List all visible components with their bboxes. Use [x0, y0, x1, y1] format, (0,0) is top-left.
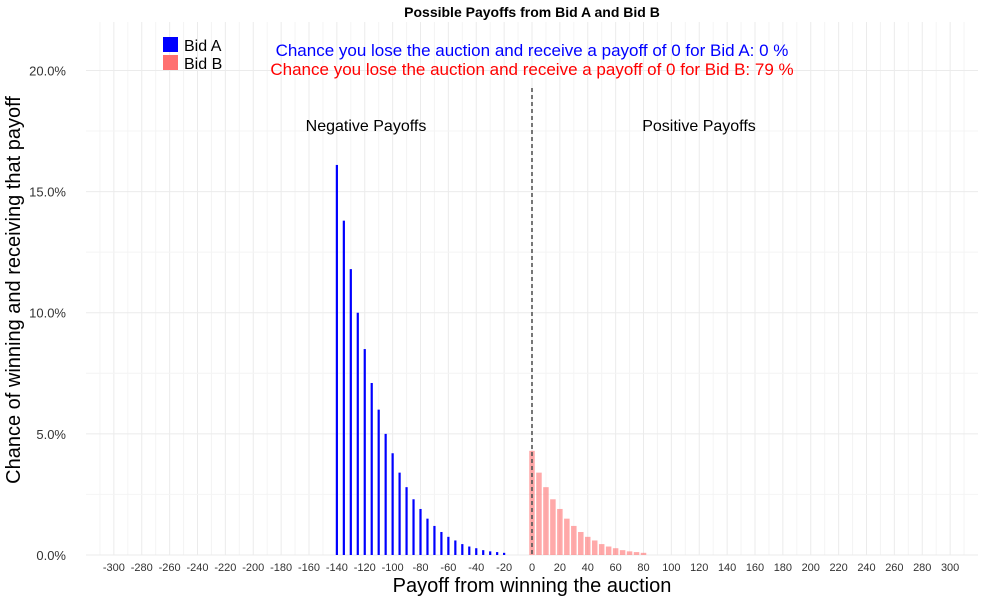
x-tick-label: 60: [610, 562, 622, 574]
bar-bid-a: [349, 269, 352, 555]
x-tick-label: -40: [468, 562, 484, 574]
x-tick-label: 40: [582, 562, 594, 574]
bar-bid-a: [489, 551, 492, 555]
x-tick-label: 200: [802, 562, 820, 574]
bar-bid-b: [550, 499, 556, 555]
bar-bid-a: [398, 472, 401, 555]
bar-bid-b: [543, 487, 549, 555]
grid: [86, 22, 978, 556]
bar-bid-a: [335, 164, 338, 555]
bar-bid-a: [468, 546, 471, 555]
y-axis-title: Chance of winning and receiving that pay…: [3, 96, 25, 484]
legend-swatch-bid-b: [163, 55, 178, 70]
y-tick-label: 10.0%: [29, 306, 66, 321]
x-tick-label: 80: [637, 562, 649, 574]
bar-bid-a: [377, 409, 380, 555]
x-tick-label: -200: [242, 562, 264, 574]
bar-bid-b: [605, 546, 612, 555]
bar-bid-a: [391, 453, 394, 555]
x-tick-label: 180: [774, 562, 792, 574]
bar-bid-b: [612, 548, 619, 555]
bar-bid-a: [433, 525, 436, 555]
bar-bid-b: [633, 552, 640, 555]
x-tick-label: 140: [718, 562, 736, 574]
x-tick-label: 120: [690, 562, 708, 574]
bar-bid-a: [356, 312, 359, 555]
bar-bid-a: [475, 548, 478, 555]
bar-bid-b: [578, 531, 584, 555]
x-tick-label: -80: [413, 562, 429, 574]
bars: [335, 164, 647, 555]
annotation-lose-bid-a: Chance you lose the auction and receive …: [276, 41, 789, 60]
bar-bid-a: [440, 531, 443, 555]
x-tick-label: -280: [131, 562, 153, 574]
legend-label-bid-a: Bid A: [184, 38, 222, 55]
bar-bid-a: [419, 508, 422, 555]
bar-bid-b: [626, 551, 633, 555]
bar-bid-a: [503, 552, 506, 555]
x-tick-label: 100: [662, 562, 680, 574]
y-tick-label: 20.0%: [29, 63, 66, 78]
bar-bid-b: [591, 540, 598, 555]
bar-bid-a: [447, 536, 450, 555]
bar-bid-b: [619, 550, 626, 555]
x-tick-label: -60: [440, 562, 456, 574]
y-tick-labels: 0.0% 5.0% 10.0% 15.0% 20.0%: [29, 63, 66, 563]
bar-bid-b: [585, 536, 591, 555]
annotation-lose-bid-b: Chance you lose the auction and receive …: [270, 60, 793, 79]
x-tick-label: -120: [354, 562, 376, 574]
bar-bid-a: [342, 220, 345, 555]
legend-swatch-bid-a: [163, 37, 178, 52]
bar-bid-a: [405, 487, 408, 555]
x-tick-label: -260: [159, 562, 181, 574]
bar-bid-b: [536, 472, 542, 555]
bar-bid-b: [571, 525, 577, 555]
positive-payoffs-label: Positive Payoffs: [642, 118, 756, 135]
bar-bid-b: [598, 544, 605, 555]
bar-bid-a: [461, 544, 464, 555]
bar-bid-b: [564, 518, 570, 555]
x-tick-label: -240: [186, 562, 208, 574]
x-tick-label: 220: [829, 562, 847, 574]
legend-label-bid-b: Bid B: [184, 56, 222, 73]
bar-bid-b: [557, 508, 563, 555]
chart-title: Possible Payoffs from Bid A and Bid B: [404, 4, 660, 20]
bar-bid-a: [384, 433, 387, 555]
x-tick-label: -180: [270, 562, 292, 574]
bar-bid-a: [482, 550, 485, 555]
x-tick-label: -100: [382, 562, 404, 574]
legend: Bid A Bid B: [163, 37, 222, 73]
x-tick-label: -220: [214, 562, 236, 574]
x-tick-label: 280: [913, 562, 931, 574]
y-tick-label: 5.0%: [36, 427, 66, 442]
y-tick-label: 15.0%: [29, 185, 66, 200]
bar-bid-a: [412, 499, 415, 555]
x-tick-label: -160: [298, 562, 320, 574]
bar-bid-a: [454, 540, 457, 555]
bar-bid-a: [496, 552, 499, 555]
x-tick-label: -140: [326, 562, 348, 574]
bar-bid-b: [640, 552, 647, 555]
x-tick-label: -300: [103, 562, 125, 574]
negative-payoffs-label: Negative Payoffs: [306, 118, 427, 135]
x-tick-label: 0: [529, 562, 535, 574]
x-tick-labels: -300 -280 -260 -240 -220 -200 -180 -160 -140 -120…: [103, 562, 959, 574]
bar-bid-a: [363, 349, 366, 555]
x-tick-label: 160: [746, 562, 764, 574]
x-tick-label: -20: [496, 562, 512, 574]
x-tick-label: 240: [857, 562, 875, 574]
x-axis-title: Payoff from winning the auction: [393, 575, 672, 597]
x-tick-label: 260: [885, 562, 903, 574]
bar-bid-a: [370, 382, 373, 555]
y-tick-label: 0.0%: [36, 548, 66, 563]
x-tick-label: 20: [554, 562, 566, 574]
bar-bid-a: [426, 518, 429, 555]
x-tick-label: 300: [941, 562, 959, 574]
